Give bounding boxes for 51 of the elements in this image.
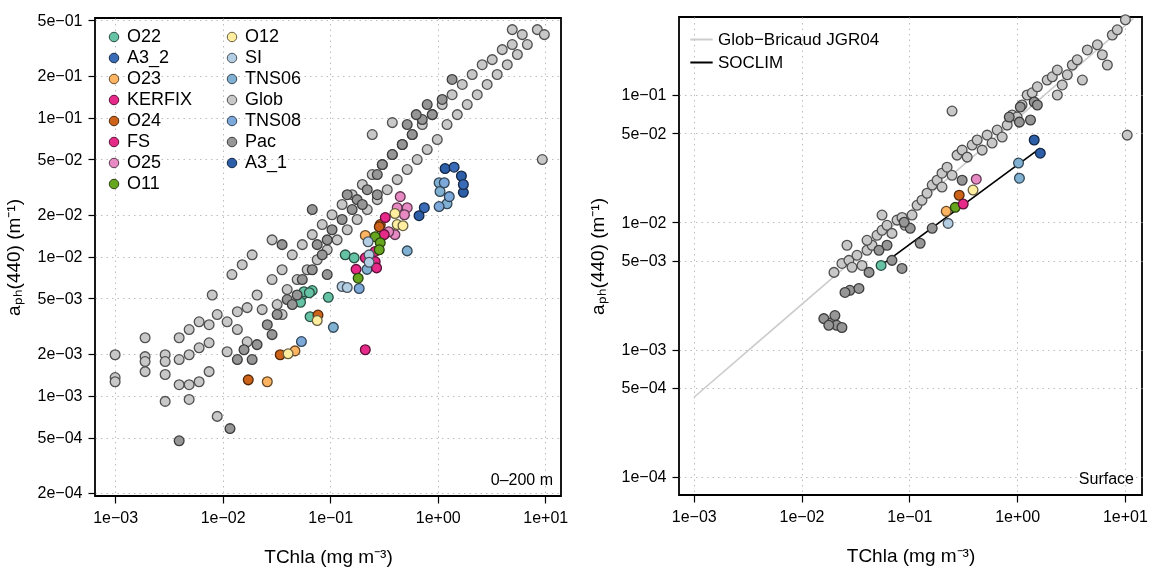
legend-label: O12 <box>245 26 280 46</box>
x-tick-label: 1e−02 <box>200 508 246 526</box>
x-tick-label: 1e+01 <box>1102 507 1148 525</box>
legend-label: TNS06 <box>245 68 302 88</box>
y-tick-label: 5e−02 <box>37 150 83 168</box>
y-tick-label: 1e−02 <box>621 213 667 231</box>
annotation: Surface <box>1078 470 1135 487</box>
x-axis-title: TChla (mg m⁻³) <box>846 544 976 566</box>
x-tick-label: 1e−02 <box>779 507 825 525</box>
legend-label: TNS08 <box>245 110 302 130</box>
y-tick-label: 1e−04 <box>621 468 667 486</box>
x-tick-label: 1e−03 <box>93 508 139 526</box>
legend-label: A3_1 <box>245 152 288 173</box>
y-tick-label: 1e−01 <box>621 86 667 104</box>
legend-label: O25 <box>127 152 162 172</box>
legend-label: Glob <box>245 89 284 109</box>
y-tick-label: 5e−02 <box>621 124 667 142</box>
x-axis-title: TChla (mg m⁻³) <box>264 545 393 567</box>
x-tick-label: 1e+00 <box>995 507 1041 525</box>
x-tick-label: 1e+00 <box>415 508 461 526</box>
y-tick-label: 5e−01 <box>37 11 83 29</box>
y-tick-label: 2e−04 <box>37 484 83 502</box>
x-tick-label: 1e+01 <box>523 508 569 526</box>
x-tick-label: 1e−01 <box>887 507 933 525</box>
annotation: 0–200 m <box>490 471 553 488</box>
legend-label: Glob−Bricaud JGR04 <box>718 29 880 49</box>
y-tick-label: 1e−03 <box>37 387 83 405</box>
y-axis-title: aₚₕ(440) (m⁻¹) <box>586 197 609 316</box>
y-tick-label: 5e−04 <box>37 429 83 447</box>
legend-label: FS <box>127 131 151 151</box>
y-tick-label: 5e−03 <box>37 290 83 307</box>
legend-label: O24 <box>127 110 162 130</box>
y-tick-label: 2e−01 <box>37 67 83 85</box>
legend-label: KERFIX <box>127 89 193 109</box>
y-tick-label: 1e−02 <box>37 248 83 266</box>
y-tick-label: 5e−04 <box>621 379 667 397</box>
legend-label: Pac <box>245 131 277 151</box>
legend-label: A3_2 <box>127 47 170 68</box>
y-tick-label: 1e−01 <box>37 109 83 127</box>
y-tick-label: 2e−02 <box>37 206 83 224</box>
y-tick-label: 2e−03 <box>37 345 83 363</box>
x-tick-label: 1e−03 <box>671 507 717 525</box>
legend-label: O23 <box>127 68 162 88</box>
x-tick-label: 1e−01 <box>308 508 354 526</box>
legend-label: O22 <box>127 26 162 46</box>
legend-label: SI <box>245 47 263 67</box>
y-tick-label: 5e−03 <box>621 252 667 270</box>
y-axis-title: aₚₕ(440) (m⁻¹) <box>2 198 25 317</box>
legend-label: O11 <box>127 173 160 193</box>
legend-label: SOCLIM <box>718 52 784 72</box>
y-tick-label: 1e−03 <box>621 341 667 359</box>
